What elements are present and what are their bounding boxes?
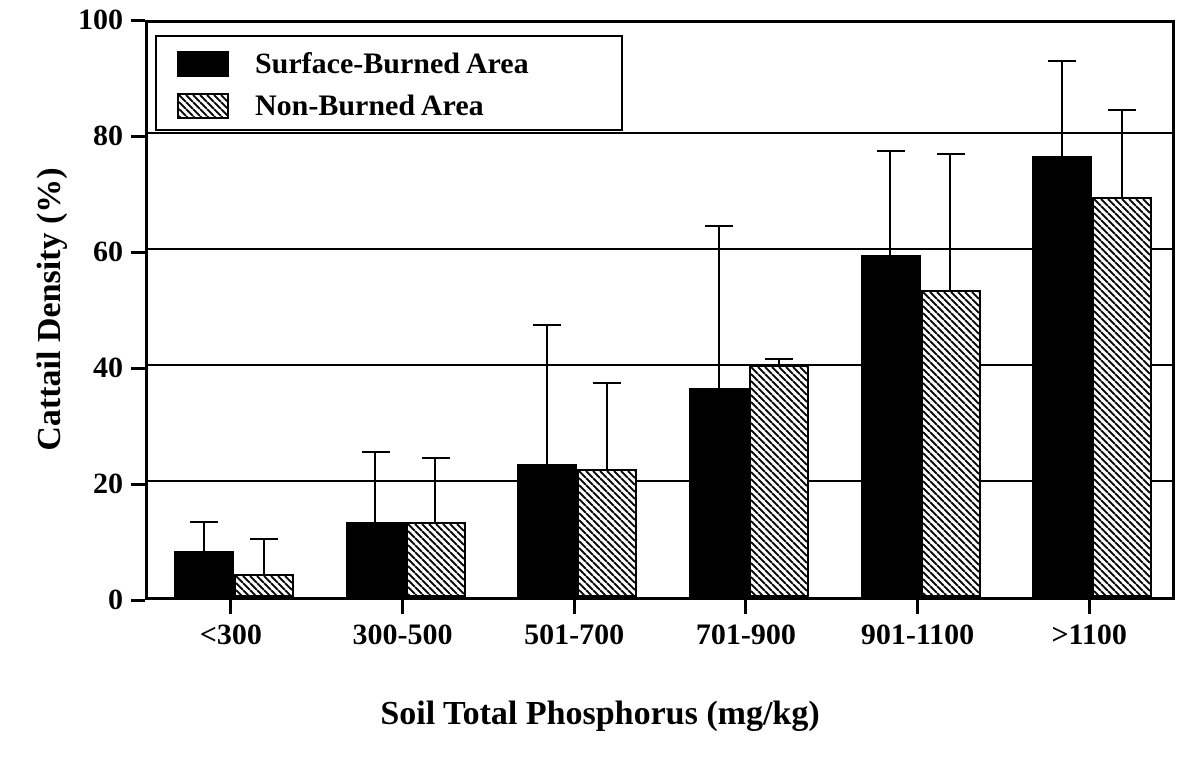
legend-swatch-non-burned: [177, 93, 229, 119]
y-tick: [131, 251, 145, 254]
gridline: [148, 364, 1172, 366]
bar-surface-burned: [346, 522, 406, 597]
legend-label-non-burned: Non-Burned Area: [255, 89, 484, 123]
error-cap: [1108, 109, 1136, 111]
error-cap: [1048, 60, 1076, 62]
error-bar: [889, 150, 891, 254]
bar-surface-burned: [1032, 156, 1092, 597]
x-tick: [916, 600, 919, 614]
bar-non-burned: [921, 290, 981, 597]
error-bar: [434, 458, 436, 522]
error-bar: [374, 452, 376, 522]
y-tick-label: 100: [0, 3, 123, 37]
y-tick-label: 20: [0, 467, 123, 501]
x-tick-label: <300: [145, 618, 317, 652]
gridline: [148, 480, 1172, 482]
error-bar: [546, 324, 548, 463]
bar-non-burned: [749, 365, 809, 597]
x-tick: [229, 600, 232, 614]
y-tick: [131, 599, 145, 602]
error-bar: [1121, 110, 1123, 197]
x-tick-label: 300-500: [317, 618, 489, 652]
error-cap: [362, 451, 390, 453]
x-tick: [744, 600, 747, 614]
gridline: [148, 132, 1172, 134]
legend: Surface-Burned Area Non-Burned Area: [155, 35, 623, 131]
y-tick-label: 60: [0, 235, 123, 269]
error-cap: [937, 153, 965, 155]
x-tick: [573, 600, 576, 614]
error-cap: [250, 538, 278, 540]
x-tick-label: >1100: [1003, 618, 1175, 652]
x-axis-label: Soil Total Phosphorus (mg/kg): [0, 695, 1200, 733]
chart-container: Cattail Density (%) Soil Total Phosphoru…: [0, 0, 1200, 759]
y-axis-label: Cattail Density (%): [31, 149, 69, 469]
bar-non-burned: [577, 469, 637, 597]
error-bar: [203, 522, 205, 551]
error-bar: [263, 539, 265, 574]
error-cap: [705, 225, 733, 227]
bar-surface-burned: [174, 551, 234, 597]
y-tick-label: 0: [0, 583, 123, 617]
bar-non-burned: [406, 522, 466, 597]
x-tick: [401, 600, 404, 614]
y-tick: [131, 135, 145, 138]
y-tick: [131, 483, 145, 486]
y-tick: [131, 19, 145, 22]
error-bar: [1061, 61, 1063, 157]
y-tick-label: 40: [0, 351, 123, 385]
legend-label-surface-burned: Surface-Burned Area: [255, 47, 529, 81]
error-cap: [593, 382, 621, 384]
x-tick-label: 901-1100: [832, 618, 1004, 652]
error-bar: [949, 153, 951, 289]
x-tick: [1088, 600, 1091, 614]
error-cap: [190, 521, 218, 523]
error-cap: [765, 358, 793, 360]
bar-surface-burned: [689, 388, 749, 597]
error-bar: [606, 382, 608, 469]
error-cap: [877, 150, 905, 152]
x-tick-label: 501-700: [488, 618, 660, 652]
bar-surface-burned: [517, 464, 577, 597]
gridline: [148, 248, 1172, 250]
bar-non-burned: [1092, 197, 1152, 597]
legend-swatch-surface-burned: [177, 51, 229, 77]
bar-non-burned: [234, 574, 294, 597]
x-tick-label: 701-900: [660, 618, 832, 652]
y-tick-label: 80: [0, 119, 123, 153]
y-tick: [131, 367, 145, 370]
error-cap: [533, 324, 561, 326]
error-cap: [422, 457, 450, 459]
error-bar: [718, 226, 720, 388]
bar-surface-burned: [861, 255, 921, 597]
